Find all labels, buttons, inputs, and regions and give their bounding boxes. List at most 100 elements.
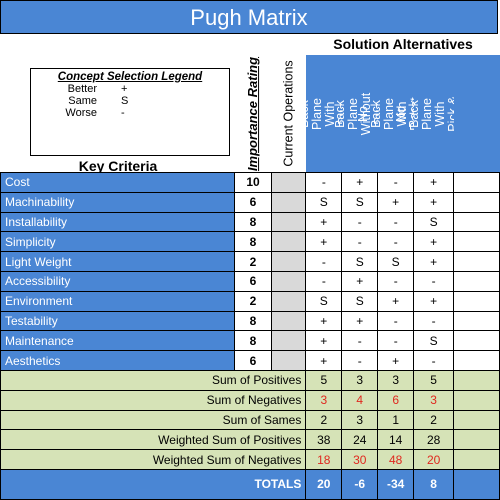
score-cell: -	[377, 172, 415, 193]
score-cell: -	[413, 270, 455, 292]
current-operations-cell	[271, 191, 307, 213]
score-cell: +	[413, 231, 455, 253]
score-cell: S	[341, 290, 379, 312]
summary-row: Sum of Negatives 3 4 6 3	[0, 389, 500, 411]
importance-value: 8	[233, 231, 273, 253]
legend-symbol: S	[121, 95, 129, 107]
alternative-header-4: No Back Plane With Pick & Place	[394, 55, 473, 172]
score-cell: +	[413, 251, 455, 272]
criterion-name: Testability	[0, 310, 235, 332]
criterion-name: Environment	[0, 290, 235, 312]
score-cell: +	[413, 290, 455, 312]
score-cell: S	[413, 211, 455, 233]
legend-row-worse: Worse -	[31, 107, 229, 119]
criteria-table: Cost 10- + - + Machinability 6 S S + + Installabili…	[0, 172, 500, 500]
matrix-title: Pugh Matrix	[0, 0, 498, 34]
summary-label: Weighted Sum of Negatives	[0, 449, 307, 470]
criterion-name: Installability	[0, 211, 235, 233]
summary-label: Weighted Sum of Positives	[0, 429, 307, 451]
score-cell: -	[377, 270, 415, 292]
empty-cell	[453, 409, 500, 431]
summary-value: 4	[341, 389, 379, 411]
score-cell: +	[341, 172, 379, 193]
totals-value: -6	[341, 468, 379, 500]
summary-value: 3	[413, 389, 455, 411]
table-row: Accessibility 6- + - -	[0, 270, 500, 292]
score-cell: -	[377, 310, 415, 332]
table-row: Environment 2 S S + +	[0, 290, 500, 312]
current-operations-cell	[271, 330, 307, 352]
score-cell: -	[413, 310, 455, 332]
importance-value: 6	[233, 191, 273, 213]
summary-value: 28	[413, 429, 455, 451]
score-cell: S	[305, 290, 343, 312]
summary-value: 3	[305, 389, 343, 411]
summary-value: 48	[377, 449, 415, 470]
score-cell: +	[377, 191, 415, 213]
table-row: Light Weight 2- S S +	[0, 251, 500, 272]
importance-value: 8	[233, 330, 273, 352]
criterion-name: Aesthetics	[0, 350, 235, 371]
score-cell: +	[305, 350, 343, 371]
score-cell: -	[341, 231, 379, 253]
score-cell: S	[341, 191, 379, 213]
empty-cell	[453, 231, 500, 253]
summary-value: 5	[413, 369, 455, 391]
summary-value: 3	[377, 369, 415, 391]
score-cell: +	[341, 270, 379, 292]
score-cell: -	[341, 330, 379, 352]
table-row: Installability 8 + - - S	[0, 211, 500, 233]
importance-rating-label: Importance Rating	[245, 56, 260, 171]
totals-value: -34	[377, 468, 415, 500]
score-cell: -	[305, 172, 343, 193]
empty-cell	[453, 449, 500, 470]
alternative-header-1: Back Plane With Bus	[297, 55, 350, 172]
importance-value: 10	[233, 172, 273, 193]
empty-cell	[453, 172, 500, 193]
score-cell: +	[305, 211, 343, 233]
legend-label: Same	[68, 95, 97, 107]
score-cell: -	[413, 350, 455, 371]
score-cell: S	[305, 191, 343, 213]
score-cell: +	[305, 310, 343, 332]
summary-value: 30	[341, 449, 379, 470]
summary-label: Sum of Positives	[0, 369, 307, 391]
table-row: Testability 8 + + - -	[0, 310, 500, 332]
summary-value: 2	[305, 409, 343, 431]
summary-value: 14	[377, 429, 415, 451]
empty-cell	[453, 429, 500, 451]
criterion-name: Cost	[0, 172, 235, 193]
summary-label: Sum of Sames	[0, 409, 307, 431]
summary-row: Sum of Positives 5 3 3 5	[0, 369, 500, 391]
criterion-name: Accessibility	[0, 270, 235, 292]
empty-cell	[453, 191, 500, 213]
legend-symbol: +	[121, 83, 128, 95]
score-cell: +	[305, 330, 343, 352]
summary-value: 38	[305, 429, 343, 451]
legend-box: Concept Selection Legend Better + Same S…	[30, 68, 230, 156]
current-operations-cell	[271, 251, 307, 272]
current-operations-cell	[271, 350, 307, 371]
current-operations-cell	[271, 231, 307, 253]
empty-cell	[453, 468, 500, 500]
summary-value: 2	[413, 409, 455, 431]
totals-value: 20	[305, 468, 343, 500]
current-operations-cell	[271, 172, 307, 193]
score-cell: -	[377, 231, 415, 253]
score-cell: +	[413, 191, 455, 213]
solution-alternatives-header: Solution Alternatives	[333, 36, 473, 52]
current-operations-cell	[271, 290, 307, 312]
score-cell: -	[377, 211, 415, 233]
score-cell: +	[413, 172, 455, 193]
importance-value: 2	[233, 290, 273, 312]
empty-cell	[453, 310, 500, 332]
totals-row: TOTALS 20 -6 -34 8	[0, 468, 500, 500]
legend-title: Concept Selection Legend	[57, 71, 203, 83]
empty-cell	[453, 369, 500, 391]
summary-value: 5	[305, 369, 343, 391]
alternative-header-empty	[454, 55, 500, 172]
legend-label: Better	[67, 83, 97, 95]
score-cell: -	[305, 270, 343, 292]
score-cell: +	[305, 231, 343, 253]
importance-value: 6	[233, 350, 273, 371]
